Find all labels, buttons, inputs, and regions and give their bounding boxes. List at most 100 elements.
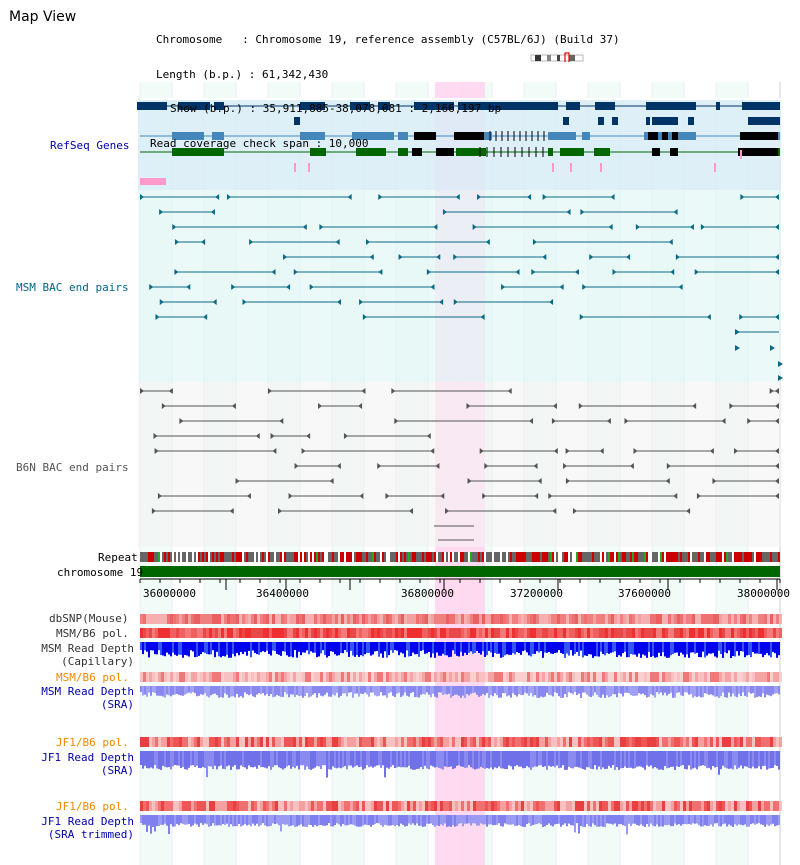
depth-bar xyxy=(532,815,534,825)
heat-cell xyxy=(218,672,221,682)
depth-bar xyxy=(170,751,172,770)
repeat-block xyxy=(576,552,578,562)
heat-cell xyxy=(434,801,437,811)
heat-cell xyxy=(407,672,410,682)
gene-exon-dark xyxy=(412,148,422,156)
heat-cell xyxy=(638,614,641,624)
bac-end-marker xyxy=(689,224,694,230)
depth-bar xyxy=(534,686,536,696)
depth-bar xyxy=(766,751,768,770)
repeat-block xyxy=(452,552,454,562)
heat-cell xyxy=(485,801,488,811)
msm-bac-track-label[interactable]: MSM BAC end pairs xyxy=(16,281,129,294)
repeat-block xyxy=(274,552,276,562)
depth-bar xyxy=(536,751,538,767)
depth-bar xyxy=(482,686,484,694)
bac-end-marker xyxy=(485,239,490,245)
heat-cell xyxy=(509,737,512,747)
bac-end-marker xyxy=(477,194,482,200)
heat-cell xyxy=(710,628,713,638)
heat-cell xyxy=(668,801,671,811)
gene-exon xyxy=(300,132,325,140)
depth-bar xyxy=(530,815,532,827)
depth-bar xyxy=(514,642,516,655)
b6n-bac-pairs-track[interactable] xyxy=(140,388,779,541)
heat-cell xyxy=(281,614,284,624)
depth-bar xyxy=(438,751,440,769)
depth-bar xyxy=(242,686,244,698)
heat-cell xyxy=(188,737,191,747)
msm-b6-pol-2-label[interactable]: MSM/B6 pol. xyxy=(56,671,129,684)
heat-cell xyxy=(542,614,545,624)
heat-cell xyxy=(446,628,449,638)
depth-bar xyxy=(426,751,428,769)
jf1-b6-pol-label[interactable]: JF1/B6 pol. xyxy=(56,736,129,749)
heat-cell xyxy=(143,672,146,682)
jf1-read-depth-sra-label[interactable]: JF1 Read Depth (SRA) xyxy=(20,751,134,777)
depth-bar xyxy=(740,751,742,766)
heat-cell xyxy=(308,737,311,747)
depth-bar xyxy=(492,686,494,697)
repeat-block xyxy=(398,552,400,562)
jf1-b6-pol-2-label[interactable]: JF1/B6 pol. xyxy=(56,800,129,813)
depth-bar xyxy=(234,751,236,766)
depth-bar xyxy=(720,815,722,827)
depth-bar xyxy=(424,642,426,654)
repeat-block xyxy=(378,552,380,562)
depth-bar xyxy=(188,815,190,824)
dbsnp-track-label[interactable]: dbSNP(Mouse) xyxy=(49,612,129,625)
depth-bar xyxy=(668,642,670,658)
depth-bar xyxy=(710,815,712,825)
repeat-block xyxy=(458,552,460,562)
depth-bar xyxy=(454,642,456,654)
heat-cell xyxy=(665,628,668,638)
gene-exon xyxy=(595,102,615,110)
refseq-track-label[interactable]: RefSeq Genes xyxy=(50,139,130,152)
depth-bar xyxy=(392,686,394,696)
depth-bar xyxy=(260,642,262,653)
depth-bar xyxy=(694,751,696,768)
heat-cell xyxy=(734,614,737,624)
depth-bar xyxy=(720,751,722,770)
msm-bac-pairs-track[interactable] xyxy=(140,194,783,381)
heat-cell xyxy=(695,737,698,747)
depth-bar xyxy=(156,642,158,655)
depth-bar xyxy=(746,686,748,697)
bac-end-marker xyxy=(309,284,314,290)
depth-bar xyxy=(308,686,310,698)
jf1-read-depth-trim-label[interactable]: JF1 Read Depth (SRA trimmed) xyxy=(20,815,134,841)
depth-bar xyxy=(614,642,616,652)
depth-bar xyxy=(414,686,416,698)
depth-bar xyxy=(516,815,518,826)
depth-bar xyxy=(626,686,628,693)
msm-read-depth-cap-label[interactable]: MSM Read Depth (Capillary) xyxy=(20,642,134,668)
chromosome-ideogram[interactable] xyxy=(529,52,585,62)
repeat-block xyxy=(506,552,508,562)
heat-cell xyxy=(230,628,233,638)
depth-bar xyxy=(772,686,774,695)
heat-cell xyxy=(197,628,200,638)
heat-cell xyxy=(527,672,530,682)
heat-cell xyxy=(164,672,167,682)
heat-cell xyxy=(710,614,713,624)
depth-bar xyxy=(152,815,154,827)
heat-cell xyxy=(185,628,188,638)
bac-end-marker xyxy=(433,224,438,230)
msm-b6-pol-label[interactable]: MSM/B6 pol. xyxy=(56,627,129,640)
repeat-block xyxy=(624,552,626,562)
heat-cell xyxy=(164,801,167,811)
b6n-bac-track-label[interactable]: B6N BAC end pairs xyxy=(16,461,129,474)
depth-bar xyxy=(388,751,390,769)
depth-bar xyxy=(436,815,438,826)
heat-cell xyxy=(713,628,716,638)
heat-cell xyxy=(548,672,551,682)
repeat-block xyxy=(568,552,570,562)
heat-cell xyxy=(188,614,191,624)
msm-read-depth-sra-label[interactable]: MSM Read Depth (SRA) xyxy=(20,685,134,711)
repeat-track-label[interactable]: Repeat xyxy=(98,551,138,564)
heat-cell xyxy=(422,737,425,747)
refseq-genes-track[interactable] xyxy=(137,98,781,185)
depth-bar xyxy=(504,686,506,694)
heat-cell xyxy=(716,614,719,624)
